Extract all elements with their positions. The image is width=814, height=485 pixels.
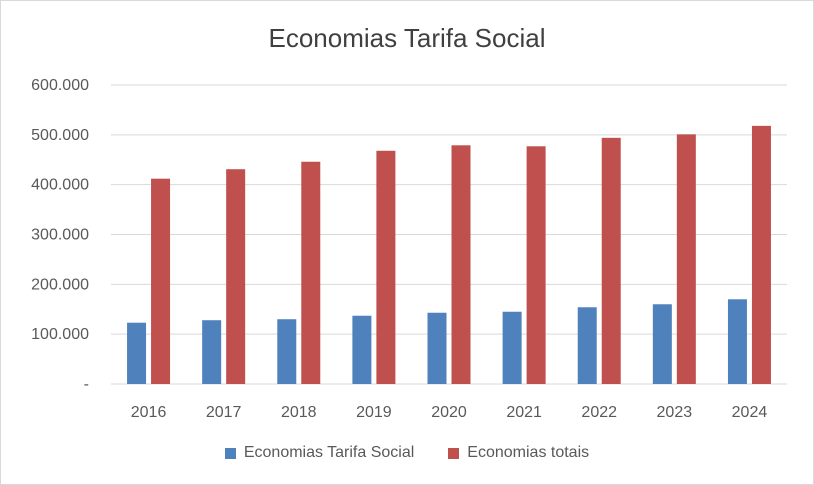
legend-item-series-2: Economias totais — [448, 444, 589, 462]
legend-swatch-series-1 — [224, 447, 236, 459]
x-tick-label: 2023 — [657, 404, 693, 421]
legend-swatch-series-2 — [448, 447, 460, 459]
y-tick-label: 200.000 — [31, 276, 89, 293]
legend-item-series-1: Economias Tarifa Social — [224, 444, 415, 462]
bar-series-1-2016 — [127, 322, 147, 384]
x-tick-label: 2020 — [431, 404, 467, 421]
bar-series-1-2022 — [577, 307, 597, 384]
y-tick-label: 300.000 — [31, 227, 89, 244]
y-tick-label: 500.000 — [31, 127, 89, 144]
bar-series-1-2020 — [427, 312, 447, 384]
x-tick-label: 2021 — [506, 404, 542, 421]
x-tick-label: 2017 — [206, 404, 242, 421]
y-tick-label: 400.000 — [31, 177, 89, 194]
y-tick-label: - — [84, 376, 89, 393]
bar-series-1-2024 — [727, 299, 747, 384]
bar-series-1-2019 — [352, 315, 372, 384]
bar-series-1-2021 — [502, 311, 522, 384]
x-tick-label: 2019 — [356, 404, 392, 421]
bar-series-1-2017 — [202, 320, 222, 384]
x-tick-label: 2016 — [131, 404, 167, 421]
chart-legend: Economias Tarifa Social Economias totais — [1, 444, 813, 462]
y-tick-label: 100.000 — [31, 326, 89, 343]
bar-series-2-2020 — [451, 145, 471, 384]
chart-title: Economias Tarifa Social — [268, 23, 546, 53]
x-tick-label: 2022 — [581, 404, 617, 421]
bar-series-2-2018 — [301, 161, 321, 384]
bar-series-2-2023 — [676, 134, 696, 384]
bar-series-2-2022 — [601, 137, 621, 384]
bar-series-1-2018 — [277, 319, 297, 384]
y-tick-label: 600.000 — [31, 77, 89, 94]
bar-series-1-2023 — [652, 304, 672, 384]
bar-series-2-2017 — [226, 169, 246, 384]
legend-label-series-2: Economias totais — [467, 444, 590, 461]
bar-series-2-2019 — [376, 150, 396, 384]
bar-series-2-2024 — [751, 125, 771, 384]
legend-label-series-1: Economias Tarifa Social — [243, 444, 415, 461]
bar-series-2-2016 — [151, 178, 171, 384]
bar-series-2-2021 — [526, 146, 546, 384]
x-tick-label: 2024 — [732, 404, 768, 421]
x-tick-label: 2018 — [281, 404, 317, 421]
